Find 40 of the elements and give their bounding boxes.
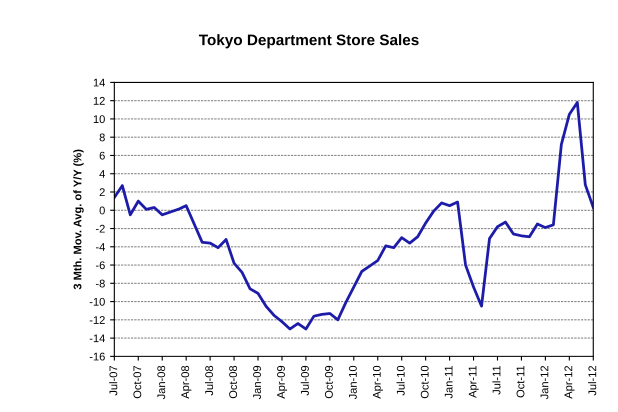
y-tick-label: -8: [96, 280, 105, 288]
chart-title: Tokyo Department Store Sales: [198, 34, 419, 48]
y-tick-label: 14: [94, 78, 105, 86]
x-tick-label: Oct-11: [516, 366, 524, 398]
y-tick-label: -12: [90, 316, 105, 324]
y-tick-label: 0: [100, 206, 105, 214]
y-tick-label: -2: [96, 224, 105, 233]
x-tick-label: Apr-09: [277, 366, 288, 399]
y-tick-label: -14: [90, 334, 105, 342]
x-tick-label: Jul-08: [204, 366, 214, 396]
x-tick-label: Jul-10: [396, 366, 405, 396]
x-tick-label: Apr-11: [468, 366, 479, 398]
y-tick-label: -16: [90, 352, 105, 361]
x-tick-label: Oct-08: [229, 366, 238, 398]
x-tick-label: Jul-09: [300, 366, 309, 396]
y-tick-label: 8: [100, 133, 105, 142]
y-tick-label: -6: [96, 261, 105, 270]
x-tick-label: Oct-09: [324, 366, 333, 398]
x-tick-label: Jul-11: [492, 366, 500, 395]
x-tick-label: Jan-10: [348, 366, 357, 400]
x-tick-label: Oct-10: [420, 366, 429, 398]
y-tick-label: 4: [99, 170, 105, 178]
y-tick-label: -10: [90, 298, 105, 306]
y-tick-label: 10: [94, 115, 105, 124]
y-tick-label: 6: [100, 152, 105, 160]
x-tick-label: Jul-12: [588, 366, 596, 396]
x-tick-label: Oct-07: [133, 366, 142, 398]
y-tick-label: 12: [94, 96, 105, 105]
line-series: [114, 101, 594, 330]
y-tick-label: 2: [100, 188, 105, 196]
x-tick-label: Jul-07: [109, 366, 118, 396]
y-tick-label: -4: [96, 243, 105, 251]
x-tick-label: Apr-12: [564, 366, 575, 399]
x-tick-label: Jan-08: [157, 366, 166, 400]
x-tick-label: Apr-08: [181, 366, 192, 399]
x-tick-label: Jan-12: [540, 366, 548, 400]
x-tick-label: Jan-09: [253, 366, 261, 400]
x-tick-label: Jan-11: [444, 366, 453, 398]
x-tick-label: Apr-10: [372, 366, 383, 399]
y-axis-title: 3 Mth. Mov. Avg. of Y/Y (%): [73, 150, 84, 290]
